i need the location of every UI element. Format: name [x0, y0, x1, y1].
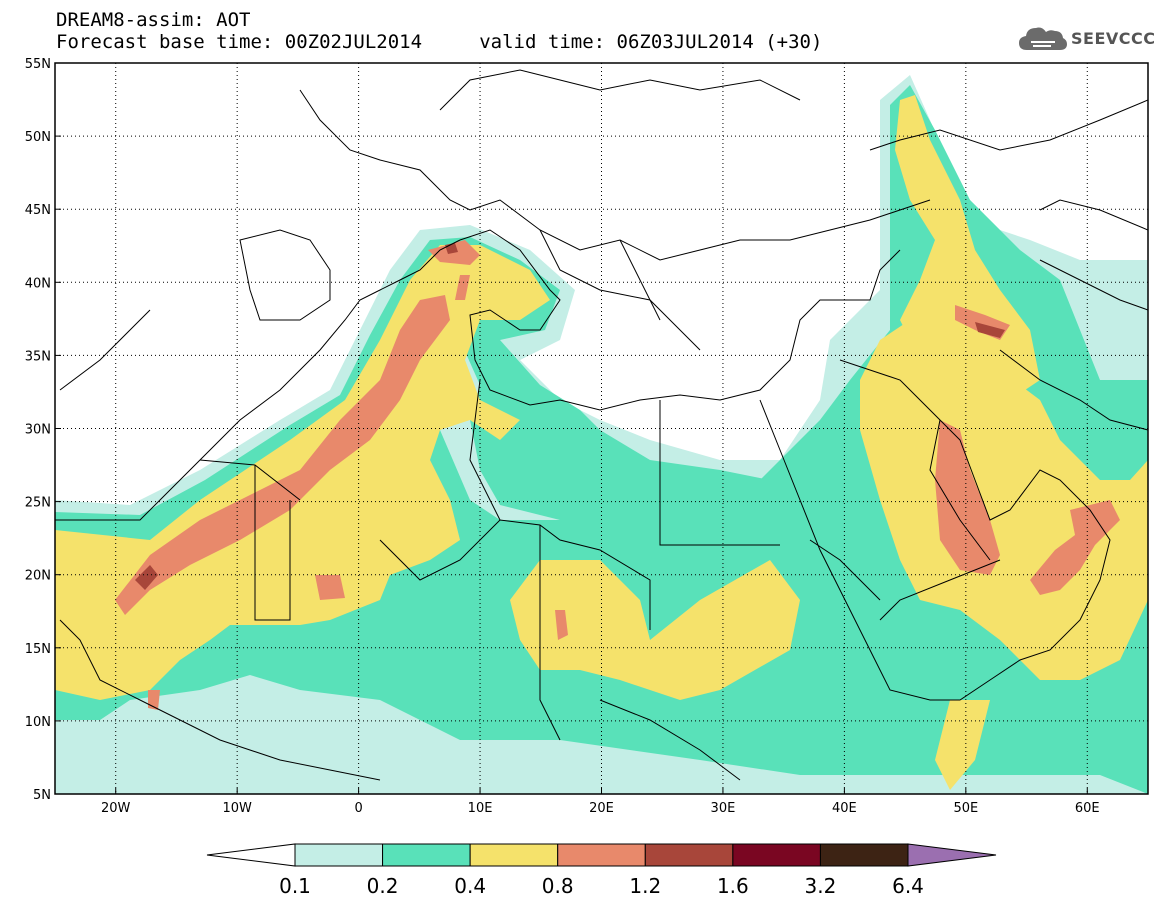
- colorbar-swatch: [557, 843, 646, 867]
- lat-tick-label: 5N: [33, 788, 51, 803]
- lat-tick-label: 35N: [25, 349, 51, 364]
- colorbar-level-label: 0.2: [367, 874, 399, 898]
- colorbar-swatch: [382, 843, 471, 867]
- colorbar-level-label: 1.6: [717, 874, 749, 898]
- lon-tick-label: 40E: [832, 801, 857, 816]
- lon-tick-label: 50E: [953, 801, 978, 816]
- lat-tick-label: 50N: [25, 130, 51, 145]
- lat-tick-label: 10N: [25, 715, 51, 730]
- colorbar-under-arrow: [206, 843, 296, 867]
- map-title: DREAM8-assim: AOT: [56, 9, 251, 31]
- lat-tick-label: 25N: [25, 496, 51, 511]
- colorbar-level-label: 0.8: [542, 874, 574, 898]
- colorbar-over-arrow: [907, 843, 997, 867]
- lat-tick-label: 45N: [25, 203, 51, 218]
- logo-text: SEEVCCC: [1071, 29, 1156, 48]
- cloud-icon: [1019, 27, 1067, 50]
- lon-tick-label: 30E: [711, 801, 736, 816]
- colorbar-level-label: 6.4: [892, 874, 924, 898]
- colorbar-level-label: 0.4: [454, 874, 486, 898]
- lon-tick-label: 10E: [468, 801, 493, 816]
- colorbar-swatch: [819, 843, 909, 867]
- aot-band-0.8: [115, 240, 1120, 710]
- map-subtitle-times: Forecast base time: 00Z02JUL2014 valid t…: [56, 31, 823, 53]
- lat-tick-label: 30N: [25, 423, 51, 438]
- coastlines: [55, 69, 1148, 781]
- colorbar-swatch: [469, 843, 559, 867]
- lon-tick-label: 10W: [222, 801, 252, 816]
- lon-tick-label: 60E: [1075, 801, 1100, 816]
- colorbar-level-label: 0.1: [279, 874, 311, 898]
- lat-tick-label: 40N: [25, 276, 51, 291]
- lon-tick-label: 20W: [101, 801, 131, 816]
- lon-tick-label: 0: [354, 801, 362, 816]
- lat-tick-label: 20N: [25, 569, 51, 584]
- lon-axis: 20W 10W 0 10E 20E 30E 40E 50E 60E: [101, 788, 1100, 816]
- lon-tick-label: 20E: [589, 801, 614, 816]
- colorbar-swatch: [294, 843, 384, 867]
- colorbar: 0.1 0.2 0.4 0.8 1.2 1.6 3.2 6.4: [206, 843, 997, 898]
- colorbar-level-label: 1.2: [629, 874, 661, 898]
- colorbar-level-label: 3.2: [805, 874, 837, 898]
- colorbar-swatch: [644, 843, 734, 867]
- lat-axis: 5N 10N 15N 20N 25N 30N 35N 40N 45N 50N 55N: [25, 57, 61, 803]
- lat-tick-label: 15N: [25, 642, 51, 657]
- colorbar-swatch: [732, 843, 821, 867]
- lat-tick-label: 55N: [25, 57, 51, 72]
